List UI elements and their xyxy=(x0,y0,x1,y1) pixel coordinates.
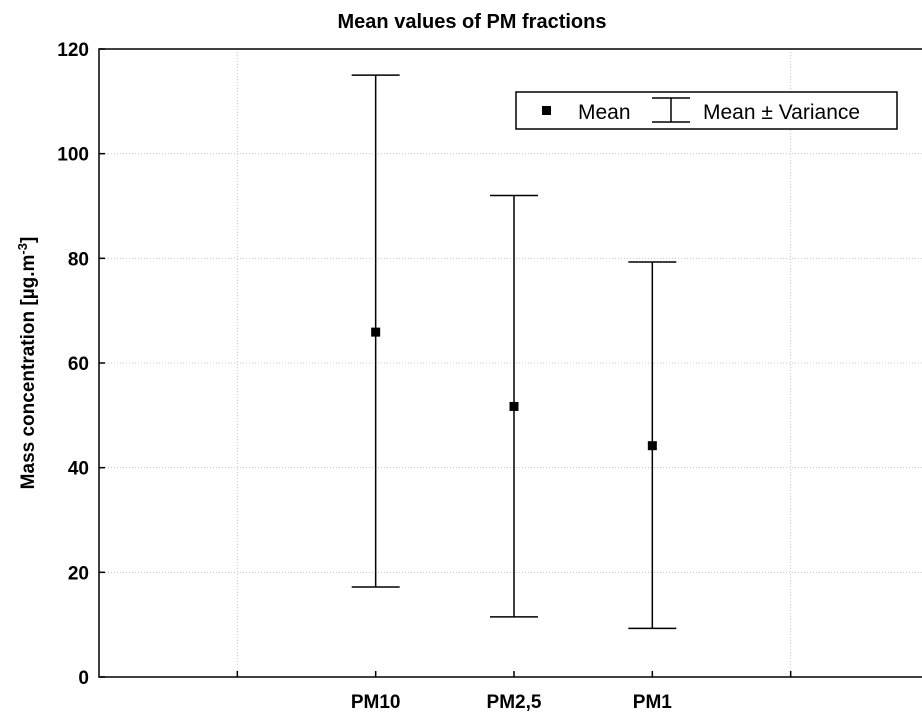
chart-title: Mean values of PM fractions xyxy=(338,11,607,33)
y-axis-label-sup: -3 xyxy=(15,243,30,255)
y-tick-label: 80 xyxy=(68,249,89,270)
mean-marker xyxy=(509,401,519,411)
gridlines xyxy=(99,49,922,677)
y-axis-label: Mass concentration [µg.m-3] xyxy=(15,237,39,490)
y-tick-label: 40 xyxy=(68,459,89,480)
legend-box xyxy=(515,91,898,130)
y-tick-label: 0 xyxy=(78,668,89,689)
mean-marker xyxy=(647,441,657,451)
legend-errorbar-icon xyxy=(652,97,690,123)
y-tick-label: 120 xyxy=(57,40,89,61)
legend: Mean Mean ± Variance xyxy=(515,91,898,130)
series-layer xyxy=(351,74,677,630)
y-tick-label: 100 xyxy=(57,145,89,166)
y-axis: 0 20 40 60 80 100 120 xyxy=(57,40,105,689)
x-tick-label: PM2,5 xyxy=(487,692,542,713)
x-axis: PM10 PM2,5 PM1 xyxy=(236,671,792,713)
mean-marker xyxy=(371,327,381,337)
x-tick-label: PM10 xyxy=(351,692,401,713)
legend-mean-label: Mean xyxy=(578,101,631,124)
x-tick-label: PM1 xyxy=(633,692,673,713)
legend-mean-marker xyxy=(542,106,551,115)
y-axis-label-main: Mass concentration [µg.m xyxy=(18,255,39,490)
y-tick-label: 60 xyxy=(68,354,89,375)
legend-range-label: Mean ± Variance xyxy=(703,101,860,124)
y-axis-label-close: ] xyxy=(18,237,39,243)
y-tick-label: 20 xyxy=(68,563,89,584)
